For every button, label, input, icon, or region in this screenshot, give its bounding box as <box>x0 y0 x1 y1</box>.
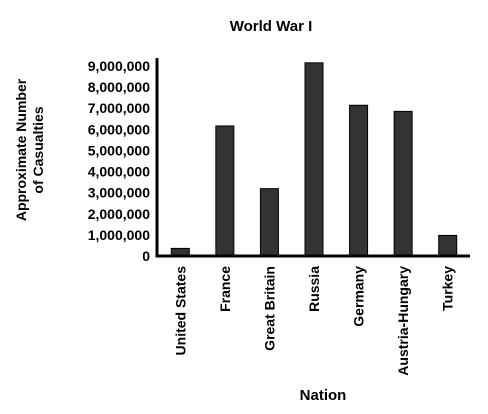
y-tick-label: 2,000,000 <box>88 206 150 222</box>
x-tick-label: Russia <box>306 266 322 312</box>
y-tick-label: 6,000,000 <box>88 121 150 137</box>
y-axis-title: Approximate Number of Casualties <box>13 78 46 221</box>
x-tick-label: France <box>217 266 233 312</box>
x-axis-title: Nation <box>300 387 347 404</box>
y-tick-labels: 0 1,000,000 2,000,000 3,000,000 4,000,000 5,0… <box>88 58 151 264</box>
y-tick-label: 5,000,000 <box>88 142 150 158</box>
bar <box>215 125 235 257</box>
x-tick-label: Great Britain <box>261 266 277 351</box>
x-tick-labels: United States France Great Britain Russia Ge… <box>172 266 455 376</box>
y-tick-label: 9,000,000 <box>88 58 150 74</box>
x-tick-label: Germany <box>351 266 367 327</box>
bar <box>304 62 324 257</box>
y-axis-title-line-1: Approximate Number <box>13 78 29 221</box>
x-tick-label: Turkey <box>440 266 456 311</box>
chart-title: World War I <box>230 18 313 35</box>
bars <box>170 62 458 257</box>
x-tick-label: Austria-Hungary <box>395 266 411 376</box>
bar <box>349 104 369 257</box>
y-tick-label: 8,000,000 <box>88 79 150 95</box>
y-tick-label: 4,000,000 <box>88 164 150 180</box>
y-tick-label: 1,000,000 <box>88 227 150 243</box>
y-tick-label: 7,000,000 <box>88 100 150 116</box>
bar <box>259 188 279 257</box>
y-tick-label: 3,000,000 <box>88 185 150 201</box>
y-axis-title-line-2: of Casualties <box>30 106 46 193</box>
bar <box>393 110 413 257</box>
x-tick-label: United States <box>172 266 188 356</box>
y-tick-label: 0 <box>142 248 150 264</box>
bar <box>438 234 458 257</box>
